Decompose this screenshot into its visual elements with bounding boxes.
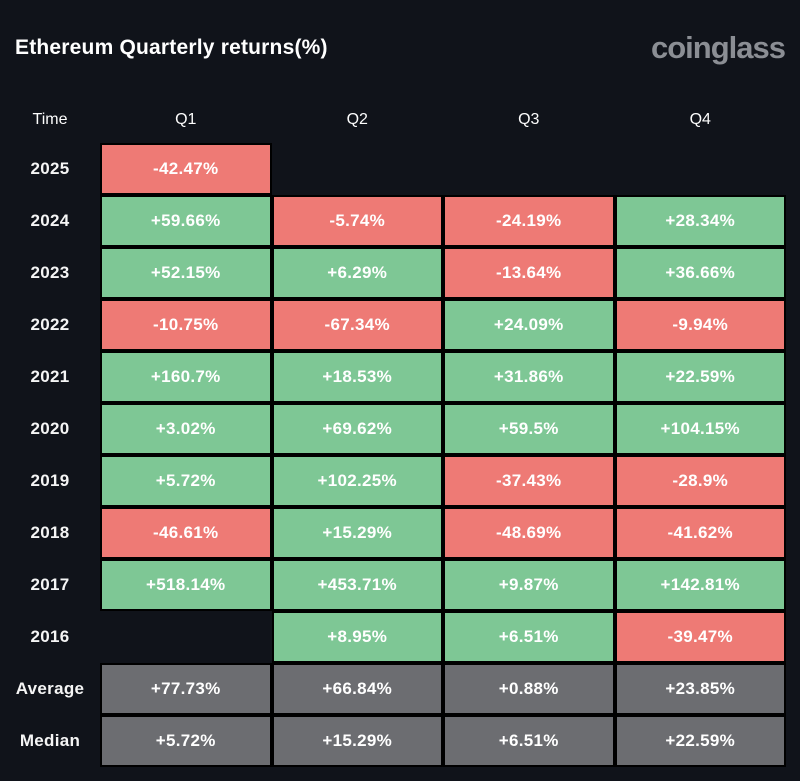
row-label: 2019 bbox=[30, 471, 70, 490]
row-label: Median bbox=[19, 731, 81, 750]
cell-q3: +31.86% bbox=[443, 351, 615, 403]
cell-q4: +28.34% bbox=[614, 195, 786, 247]
cell-q3: +6.51% bbox=[443, 715, 615, 767]
cell-q4: -28.9% bbox=[614, 455, 786, 507]
cell-q3: -48.69% bbox=[443, 507, 615, 559]
row-label: 2018 bbox=[30, 523, 70, 542]
row-label: 2023 bbox=[30, 263, 70, 282]
row-label: 2024 bbox=[30, 211, 70, 230]
cell-q1: +77.73% bbox=[100, 663, 272, 715]
column-header-time: Time bbox=[32, 110, 68, 128]
cell-q1: +5.72% bbox=[100, 455, 272, 507]
column-header-row: Time Q1 Q2 Q3 Q4 bbox=[0, 96, 786, 143]
cell-q4: -41.62% bbox=[614, 507, 786, 559]
table-row: Median +5.72% +15.29% +6.51% +22.59% bbox=[0, 715, 786, 767]
table-row: 2016 +8.95% +6.51% -39.47% bbox=[0, 611, 786, 663]
cell-q3: -37.43% bbox=[443, 455, 615, 507]
table-row: 2020 +3.02% +69.62% +59.5% +104.15% bbox=[0, 403, 786, 455]
cell-q3: -13.64% bbox=[443, 247, 615, 299]
column-header-q3: Q3 bbox=[518, 110, 540, 128]
table-row: 2019 +5.72% +102.25% -37.43% -28.9% bbox=[0, 455, 786, 507]
cell-q1: +518.14% bbox=[100, 559, 272, 611]
row-label: 2021 bbox=[30, 367, 70, 386]
cell-q1: -46.61% bbox=[100, 507, 272, 559]
cell-q1: +52.15% bbox=[100, 247, 272, 299]
cell-q1: -10.75% bbox=[100, 299, 272, 351]
table-row: 2018 -46.61% +15.29% -48.69% -41.62% bbox=[0, 507, 786, 559]
cell-q4: +104.15% bbox=[614, 403, 786, 455]
cell-q2: +66.84% bbox=[271, 663, 443, 715]
cell-q4: +23.85% bbox=[614, 663, 786, 715]
cell-q1: -42.47% bbox=[100, 143, 272, 195]
table-row: 2021 +160.7% +18.53% +31.86% +22.59% bbox=[0, 351, 786, 403]
table-row: 2023 +52.15% +6.29% -13.64% +36.66% bbox=[0, 247, 786, 299]
cell-q3: -24.19% bbox=[443, 195, 615, 247]
brand-logo: coinglass bbox=[651, 30, 786, 65]
cell-q4 bbox=[615, 143, 787, 195]
cell-q3: +0.88% bbox=[443, 663, 615, 715]
cell-q2: +69.62% bbox=[271, 403, 443, 455]
cell-q2: +15.29% bbox=[271, 507, 443, 559]
cell-q4: -9.94% bbox=[614, 299, 786, 351]
cell-q2 bbox=[272, 143, 444, 195]
cell-q2: +453.71% bbox=[271, 559, 443, 611]
cell-q2: -5.74% bbox=[271, 195, 443, 247]
cell-q4: -39.47% bbox=[614, 611, 786, 663]
row-label: Average bbox=[15, 679, 85, 698]
table-row: 2017 +518.14% +453.71% +9.87% +142.81% bbox=[0, 559, 786, 611]
cell-q2: +15.29% bbox=[271, 715, 443, 767]
cell-q1: +3.02% bbox=[100, 403, 272, 455]
cell-q3: +24.09% bbox=[443, 299, 615, 351]
column-header-q2: Q2 bbox=[346, 110, 368, 128]
row-label: 2020 bbox=[30, 419, 70, 438]
cell-q4: +22.59% bbox=[614, 351, 786, 403]
row-label: 2025 bbox=[30, 159, 70, 178]
cell-q4: +22.59% bbox=[614, 715, 786, 767]
cell-q2: +6.29% bbox=[271, 247, 443, 299]
table-row: 2025 -42.47% bbox=[0, 143, 786, 195]
table-row: 2022 -10.75% -67.34% +24.09% -9.94% bbox=[0, 299, 786, 351]
cell-q4: +36.66% bbox=[614, 247, 786, 299]
cell-q1: +59.66% bbox=[100, 195, 272, 247]
cell-q2: -67.34% bbox=[271, 299, 443, 351]
table-row: Average +77.73% +66.84% +0.88% +23.85% bbox=[0, 663, 786, 715]
returns-table: Time Q1 Q2 Q3 Q4 2025 -42.47% 2024 +59.66% -… bbox=[0, 96, 786, 767]
cell-q3: +59.5% bbox=[443, 403, 615, 455]
cell-q1 bbox=[100, 611, 272, 663]
cell-q2: +102.25% bbox=[271, 455, 443, 507]
column-header-q1: Q1 bbox=[175, 110, 197, 128]
row-label: 2022 bbox=[30, 315, 70, 334]
column-header-q4: Q4 bbox=[689, 110, 711, 128]
header: Ethereum Quarterly returns(%) coinglass bbox=[0, 0, 800, 96]
row-label: 2016 bbox=[30, 627, 70, 646]
page-title: Ethereum Quarterly returns(%) bbox=[15, 36, 328, 59]
cell-q3 bbox=[443, 143, 615, 195]
cell-q3: +6.51% bbox=[443, 611, 615, 663]
cell-q4: +142.81% bbox=[614, 559, 786, 611]
cell-q3: +9.87% bbox=[443, 559, 615, 611]
cell-q1: +160.7% bbox=[100, 351, 272, 403]
table-rows: 2025 -42.47% 2024 +59.66% -5.74% -24.19% +28.3… bbox=[0, 143, 786, 767]
row-label: 2017 bbox=[30, 575, 70, 594]
cell-q2: +8.95% bbox=[271, 611, 443, 663]
table-row: 2024 +59.66% -5.74% -24.19% +28.34% bbox=[0, 195, 786, 247]
cell-q1: +5.72% bbox=[100, 715, 272, 767]
cell-q2: +18.53% bbox=[271, 351, 443, 403]
